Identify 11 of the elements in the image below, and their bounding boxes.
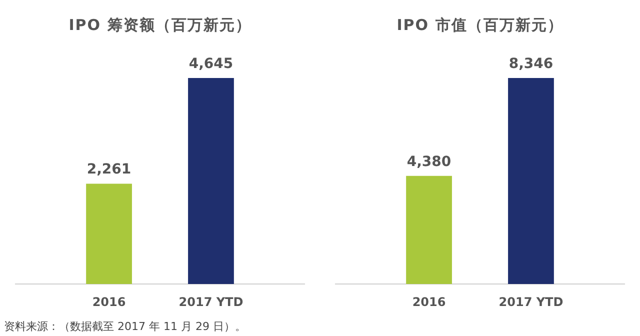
- data-label: 4,645: [188, 56, 234, 72]
- chart-title: IPO 市值（百万新元）: [396, 16, 564, 34]
- x-tick-label: 2016: [92, 295, 126, 309]
- data-label: 4,380: [406, 154, 452, 170]
- x-tick-label: 2017 YTD: [498, 295, 564, 309]
- x-tick-label: 2017 YTD: [178, 295, 244, 309]
- data-label: 2,261: [86, 162, 132, 178]
- text: 资料来源：（数据截至 2017 年 11 月 29 日）。: [4, 320, 246, 333]
- x-tick-label: 2016: [412, 295, 446, 309]
- chart-title: IPO 筹资额（百万新元）: [68, 16, 252, 34]
- data-label: 8,346: [508, 56, 554, 72]
